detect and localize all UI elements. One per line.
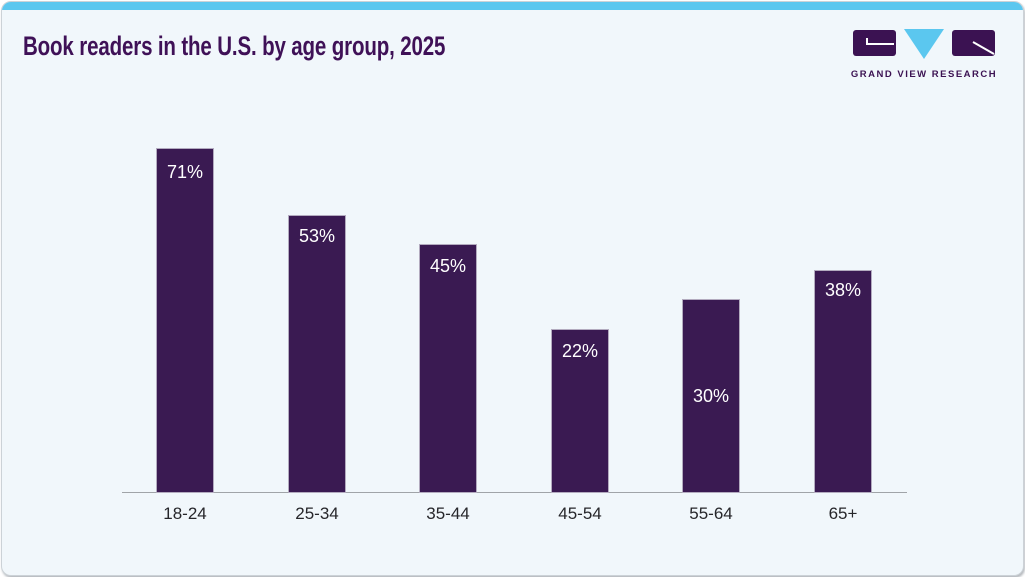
bar-55-64: 30%	[682, 299, 740, 493]
x-tick-label: 65+	[828, 504, 858, 523]
x-tick-label: 55-64	[689, 504, 733, 523]
card-accent-bar	[2, 2, 1023, 10]
x-tick-label: 18-24	[163, 504, 207, 523]
x-tick-label: 35-44	[426, 504, 470, 523]
bar-value-label: 53%	[298, 226, 336, 246]
bar-18-24: 71%	[156, 148, 214, 493]
bar-value-label: 38%	[824, 280, 862, 300]
bar-value-label: 22%	[561, 341, 599, 361]
x-tick-label: 25-34	[295, 504, 339, 523]
bar-value-label: 45%	[429, 256, 467, 276]
bar-value-label: 71%	[166, 162, 204, 182]
bar-25-34: 53%	[288, 215, 346, 493]
bar-65+: 38%	[814, 270, 872, 493]
bar-45-54: 22%	[551, 329, 609, 493]
x-axis-line	[122, 492, 907, 493]
logo-wordmark: GRAND VIEW RESEARCH	[850, 69, 998, 80]
x-tick-label: 45-54	[558, 504, 602, 523]
bar-value-label: 30%	[692, 386, 730, 406]
grand-view-research-logo: GRAND VIEW RESEARCH	[850, 29, 998, 80]
page-title: Book readers in the U.S. by age group, 2…	[23, 31, 446, 61]
gvr-logo-icon	[853, 29, 995, 59]
bar-35-44: 45%	[419, 244, 477, 493]
